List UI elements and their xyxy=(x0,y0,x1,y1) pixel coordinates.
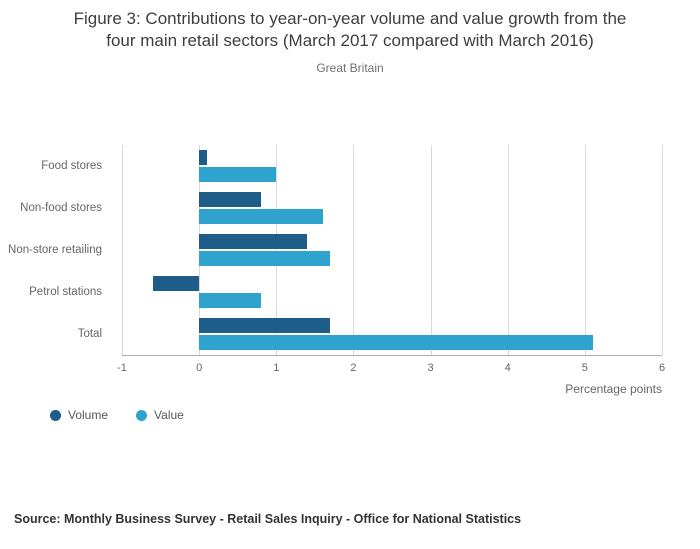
x-tick-label: 5 xyxy=(581,362,588,374)
legend-dot-icon xyxy=(136,409,148,421)
source-text: Source: Monthly Business Survey - Retail… xyxy=(14,512,522,526)
legend-item-volume: Volume xyxy=(50,408,108,422)
bar-value-petrol-stations xyxy=(199,293,261,308)
chart-title-line1: Figure 3: Contributions to year-on-year … xyxy=(73,9,627,28)
x-tick-label: 6 xyxy=(658,362,666,374)
bar-volume-non-food-stores xyxy=(199,192,261,207)
x-tick-label: -1 xyxy=(117,362,127,374)
y-axis-labels: Food stores Non-food stores Non-store reta… xyxy=(0,145,112,355)
gridline xyxy=(122,145,123,355)
category-label: Food stores xyxy=(41,160,102,172)
chart-subtitle: Great Britain xyxy=(316,61,384,75)
gridline xyxy=(584,145,586,355)
plot-area: -1 0 1 2 3 4 5 6 xyxy=(117,145,665,374)
gridline xyxy=(353,145,355,355)
x-tick-label: 4 xyxy=(504,362,511,374)
legend-item-value: Value xyxy=(136,408,184,422)
gridline xyxy=(662,145,663,355)
bar-volume-total xyxy=(199,318,331,333)
category-label: Petrol stations xyxy=(29,286,102,298)
bar-volume-non-store-retailing xyxy=(199,234,308,249)
gridline xyxy=(276,145,278,355)
bar-value-food-stores xyxy=(199,167,277,182)
legend: Volume Value xyxy=(50,408,184,422)
x-axis-title: Percentage points xyxy=(565,382,662,396)
legend-label: Volume xyxy=(68,408,109,422)
bar-value-total xyxy=(199,335,593,350)
legend-dot-icon xyxy=(50,409,61,421)
x-axis-line xyxy=(122,355,662,356)
chart-title: Figure 3: Contributions to year-on-year … xyxy=(0,8,700,52)
x-tick-label: 2 xyxy=(350,362,357,374)
x-tick-label: 0 xyxy=(196,362,203,374)
bar-volume-petrol-stations xyxy=(152,276,200,291)
bar-value-non-food-stores xyxy=(199,209,323,224)
chart-title-line2: four main retail sectors (March 2017 com… xyxy=(106,31,594,50)
category-label: Non-food stores xyxy=(20,202,102,214)
x-tick-label: 3 xyxy=(427,362,434,374)
gridline xyxy=(507,145,509,355)
category-label: Total xyxy=(77,328,102,340)
bar-volume-food-stores xyxy=(199,150,207,165)
legend-label: Value xyxy=(154,408,184,422)
x-tick-label: 1 xyxy=(273,362,280,374)
bar-value-non-store-retailing xyxy=(199,251,331,266)
gridline xyxy=(199,145,201,355)
gridline xyxy=(430,145,432,355)
category-label: Non-store retailing xyxy=(8,244,102,256)
